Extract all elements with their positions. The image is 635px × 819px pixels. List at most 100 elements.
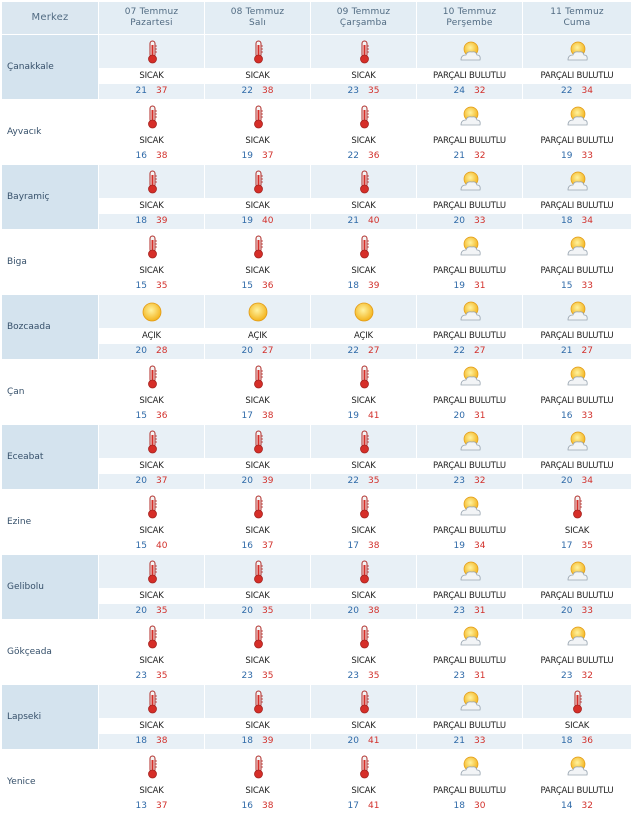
max-temp: 38 xyxy=(262,801,274,811)
partly-cloudy-icon xyxy=(523,425,631,458)
condition-label: SICAK xyxy=(205,68,310,84)
min-temp: 23 xyxy=(241,671,253,681)
thermometer-icon xyxy=(311,100,416,133)
temperature-range: 23 32 xyxy=(523,669,631,684)
temperature-range: 20 33 xyxy=(417,214,522,229)
condition-label: SICAK xyxy=(523,718,631,734)
forecast-cell: SICAK 22 38 xyxy=(205,35,311,99)
min-temp: 23 xyxy=(135,671,147,681)
city-name[interactable]: Gelibolu xyxy=(2,555,99,619)
day-weekday: Perşembe xyxy=(446,18,493,28)
max-temp: 37 xyxy=(156,476,168,486)
min-temp: 16 xyxy=(561,411,573,421)
min-temp: 17 xyxy=(561,541,573,551)
max-temp: 31 xyxy=(474,606,486,616)
temperature-range: 20 35 xyxy=(205,604,310,619)
max-temp: 41 xyxy=(368,736,380,746)
min-temp: 22 xyxy=(453,346,465,356)
city-name[interactable]: Ayvacık xyxy=(2,100,99,164)
min-temp: 19 xyxy=(347,411,359,421)
temperature-range: 15 36 xyxy=(205,279,310,294)
condition-label: PARÇALI BULUTLU xyxy=(417,328,522,344)
temperature-range: 15 35 xyxy=(99,279,204,294)
max-temp: 38 xyxy=(368,541,380,551)
day-weekday: Cuma xyxy=(563,18,591,28)
forecast-cell: SICAK 22 35 xyxy=(311,425,417,489)
city-name[interactable]: Eceabat xyxy=(2,425,99,489)
condition-label: PARÇALI BULUTLU xyxy=(523,68,631,84)
temperature-range: 19 34 xyxy=(417,539,522,554)
forecast-cell: AÇIK 22 27 xyxy=(311,295,417,359)
temperature-range: 15 40 xyxy=(99,539,204,554)
city-name[interactable]: Çanakkale xyxy=(2,35,99,99)
thermometer-icon xyxy=(205,490,310,523)
temperature-range: 17 38 xyxy=(205,409,310,424)
table-body: Çanakkale SICAK 21 37 SICAK 22 38 SICAK 23 35 PARÇ… xyxy=(2,35,632,815)
min-temp: 22 xyxy=(347,151,359,161)
max-temp: 34 xyxy=(581,86,593,96)
thermometer-icon xyxy=(311,165,416,198)
city-name[interactable]: Lapseki xyxy=(2,685,99,749)
temperature-range: 20 39 xyxy=(205,474,310,489)
thermometer-icon xyxy=(205,230,310,263)
temperature-range: 17 41 xyxy=(311,799,416,814)
condition-label: SICAK xyxy=(205,198,310,214)
forecast-cell: PARÇALI BULUTLU 18 34 xyxy=(523,165,632,229)
temperature-range: 22 35 xyxy=(311,474,416,489)
max-temp: 27 xyxy=(474,346,486,356)
condition-label: SICAK xyxy=(205,458,310,474)
thermometer-icon xyxy=(205,750,310,783)
thermometer-icon xyxy=(311,360,416,393)
city-name[interactable]: Bayramiç xyxy=(2,165,99,229)
max-temp: 35 xyxy=(156,671,168,681)
day-header: 11 Temmuz Cuma xyxy=(523,2,632,34)
condition-label: SICAK xyxy=(99,653,204,669)
forecast-cell: SICAK 19 41 xyxy=(311,360,417,424)
city-name[interactable]: Yenice xyxy=(2,750,99,814)
city-name[interactable]: Bozcaada xyxy=(2,295,99,359)
forecast-cell: PARÇALI BULUTLU 20 33 xyxy=(417,165,523,229)
min-temp: 24 xyxy=(453,86,465,96)
temperature-range: 21 27 xyxy=(523,344,631,359)
max-temp: 38 xyxy=(262,411,274,421)
forecast-cell: SICAK 23 35 xyxy=(311,620,417,684)
temperature-range: 17 38 xyxy=(311,539,416,554)
temperature-range: 18 34 xyxy=(523,214,631,229)
forecast-cell: SICAK 18 39 xyxy=(311,230,417,294)
max-temp: 35 xyxy=(156,281,168,291)
forecast-cell: PARÇALI BULUTLU 15 33 xyxy=(523,230,632,294)
forecast-cell: PARÇALI BULUTLU 18 30 xyxy=(417,750,523,814)
max-temp: 31 xyxy=(474,281,486,291)
forecast-cell: SICAK 13 37 xyxy=(99,750,205,814)
max-temp: 39 xyxy=(262,736,274,746)
max-temp: 38 xyxy=(368,606,380,616)
condition-label: SICAK xyxy=(311,133,416,149)
condition-label: SICAK xyxy=(205,718,310,734)
temperature-range: 18 39 xyxy=(311,279,416,294)
forecast-cell: SICAK 17 38 xyxy=(311,490,417,554)
min-temp: 18 xyxy=(347,281,359,291)
max-temp: 36 xyxy=(581,736,593,746)
min-temp: 23 xyxy=(453,476,465,486)
min-temp: 20 xyxy=(241,476,253,486)
sun-icon xyxy=(205,295,310,328)
forecast-cell: PARÇALI BULUTLU 23 32 xyxy=(417,425,523,489)
city-name[interactable]: Biga xyxy=(2,230,99,294)
min-temp: 15 xyxy=(561,281,573,291)
table-row: Biga SICAK 15 35 SICAK 15 36 SICAK 18 39 PARÇALI B… xyxy=(2,230,632,295)
day-date: 11 Temmuz xyxy=(550,7,604,17)
city-name[interactable]: Çan xyxy=(2,360,99,424)
condition-label: SICAK xyxy=(99,68,204,84)
temperature-range: 19 33 xyxy=(523,149,631,164)
temperature-range: 22 27 xyxy=(311,344,416,359)
city-name[interactable]: Ezine xyxy=(2,490,99,554)
condition-label: PARÇALI BULUTLU xyxy=(417,133,522,149)
min-temp: 20 xyxy=(347,736,359,746)
city-name[interactable]: Gökçeada xyxy=(2,620,99,684)
temperature-range: 18 30 xyxy=(417,799,522,814)
min-temp: 23 xyxy=(561,671,573,681)
temperature-range: 20 34 xyxy=(523,474,631,489)
forecast-cell: SICAK 15 36 xyxy=(205,230,311,294)
forecast-cell: SICAK 18 39 xyxy=(205,685,311,749)
temperature-range: 23 35 xyxy=(99,669,204,684)
